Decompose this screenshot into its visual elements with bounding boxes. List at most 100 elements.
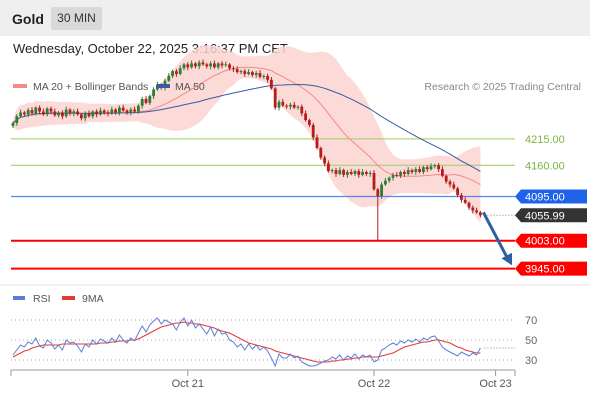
candle-body: [137, 105, 140, 112]
candle-body: [479, 212, 482, 216]
candle-103: [403, 169, 406, 177]
rsi-line: [12, 317, 481, 368]
bollinger-bands-layer: [13, 45, 481, 223]
candle-body: [296, 106, 300, 108]
candle-30: [125, 109, 129, 115]
candle-101: [395, 172, 399, 178]
candle-body: [342, 170, 345, 175]
rsi-panel: RSI 9MA 70 50 30: [0, 284, 590, 368]
candle-body: [376, 189, 380, 197]
level-label-4095.00: 4095.00: [525, 192, 565, 204]
candle-90: [353, 169, 357, 177]
legend-rsi-swatch: [13, 296, 25, 300]
candle-87: [342, 168, 345, 178]
candle-89: [349, 169, 353, 176]
candle-body: [387, 177, 391, 181]
time-axis: Oct 21 Oct 22 Oct 23: [10, 369, 516, 390]
candle-body: [319, 147, 323, 158]
level-lines-layer: [11, 138, 515, 270]
candle-31: [129, 107, 133, 116]
candle-body: [289, 104, 292, 107]
candle-50: [201, 59, 205, 66]
legend-ma20-swatch: [13, 84, 27, 88]
candle-79: [311, 122, 315, 141]
legend-ma20-label: MA 20 + Bollinger Bands: [33, 81, 148, 93]
candle-body: [220, 63, 224, 66]
candle-35: [144, 96, 148, 105]
candle-body: [330, 170, 334, 172]
candle-body: [76, 111, 79, 115]
candle-73: [289, 102, 292, 110]
candle-2: [19, 109, 22, 118]
candle-85: [334, 167, 338, 177]
candle-24: [102, 109, 106, 115]
candle-95: [372, 170, 376, 191]
candle-77: [304, 110, 307, 122]
candle-body: [456, 188, 459, 196]
candle-body: [258, 73, 262, 77]
candle-body: [201, 62, 205, 65]
candle-body: [425, 167, 429, 170]
candle-body: [152, 89, 155, 97]
candle-body: [19, 112, 22, 117]
candle-81: [319, 146, 323, 160]
candle-body: [323, 157, 326, 164]
candle-body: [349, 172, 353, 174]
candle-123: [479, 210, 482, 218]
header-bar: Gold 30 MIN: [0, 0, 590, 36]
candle-15: [68, 108, 72, 116]
candle-body: [463, 199, 467, 203]
candle-body: [53, 111, 57, 116]
candle-body: [410, 170, 414, 173]
candle-body: [327, 163, 330, 172]
candle-body: [384, 180, 387, 185]
candle-119: [463, 197, 467, 205]
candle-body: [357, 171, 361, 175]
level-label-4215.00: 4215.00: [525, 134, 565, 146]
legend-9ma-swatch: [62, 296, 75, 300]
rsi-tick-70: 70: [525, 315, 537, 327]
symbol-title: Gold: [12, 11, 44, 27]
bollinger-band-area: [13, 45, 481, 223]
candle-body: [118, 107, 121, 113]
candle-47: [190, 60, 193, 69]
timeframe-button[interactable]: 30 MIN: [51, 7, 102, 30]
candle-body: [380, 184, 383, 197]
candle-body: [395, 174, 399, 176]
candle-33: [137, 104, 140, 114]
candle-body: [95, 111, 98, 115]
level-tag-4003.00: [515, 233, 587, 248]
candle-body: [102, 110, 106, 113]
candle-body: [42, 111, 45, 115]
candle-body: [346, 172, 349, 175]
candle-body: [418, 169, 421, 173]
candle-body: [406, 170, 410, 174]
candle-68: [270, 76, 273, 90]
candle-65: [258, 70, 262, 79]
time-tick-label-2: Oct 23: [479, 378, 511, 390]
ma50-line: [12, 83, 481, 172]
candle-48: [194, 62, 197, 69]
candle-body: [403, 172, 406, 174]
legend-9ma-label: 9MA: [82, 293, 104, 305]
candle-74: [292, 101, 296, 110]
candle-body: [140, 98, 144, 106]
level-tag-4095.00: [515, 189, 587, 204]
candle-body: [129, 109, 133, 113]
candle-100: [391, 172, 395, 181]
candle-13: [61, 110, 64, 120]
candle-body: [471, 207, 475, 211]
candle-body: [114, 109, 117, 113]
candle-body: [273, 88, 277, 108]
legend-ma50-label: MA 50: [175, 81, 205, 93]
candle-body: [148, 96, 152, 103]
candle-body: [216, 63, 220, 68]
time-tick-label-0: Oct 21: [172, 378, 204, 390]
candle-body: [399, 172, 402, 176]
candle-117: [456, 186, 459, 198]
candle-110: [429, 163, 433, 171]
candle-body: [197, 62, 201, 67]
candle-0: [11, 121, 15, 129]
candle-71: [281, 98, 285, 108]
candle-body: [467, 202, 471, 208]
